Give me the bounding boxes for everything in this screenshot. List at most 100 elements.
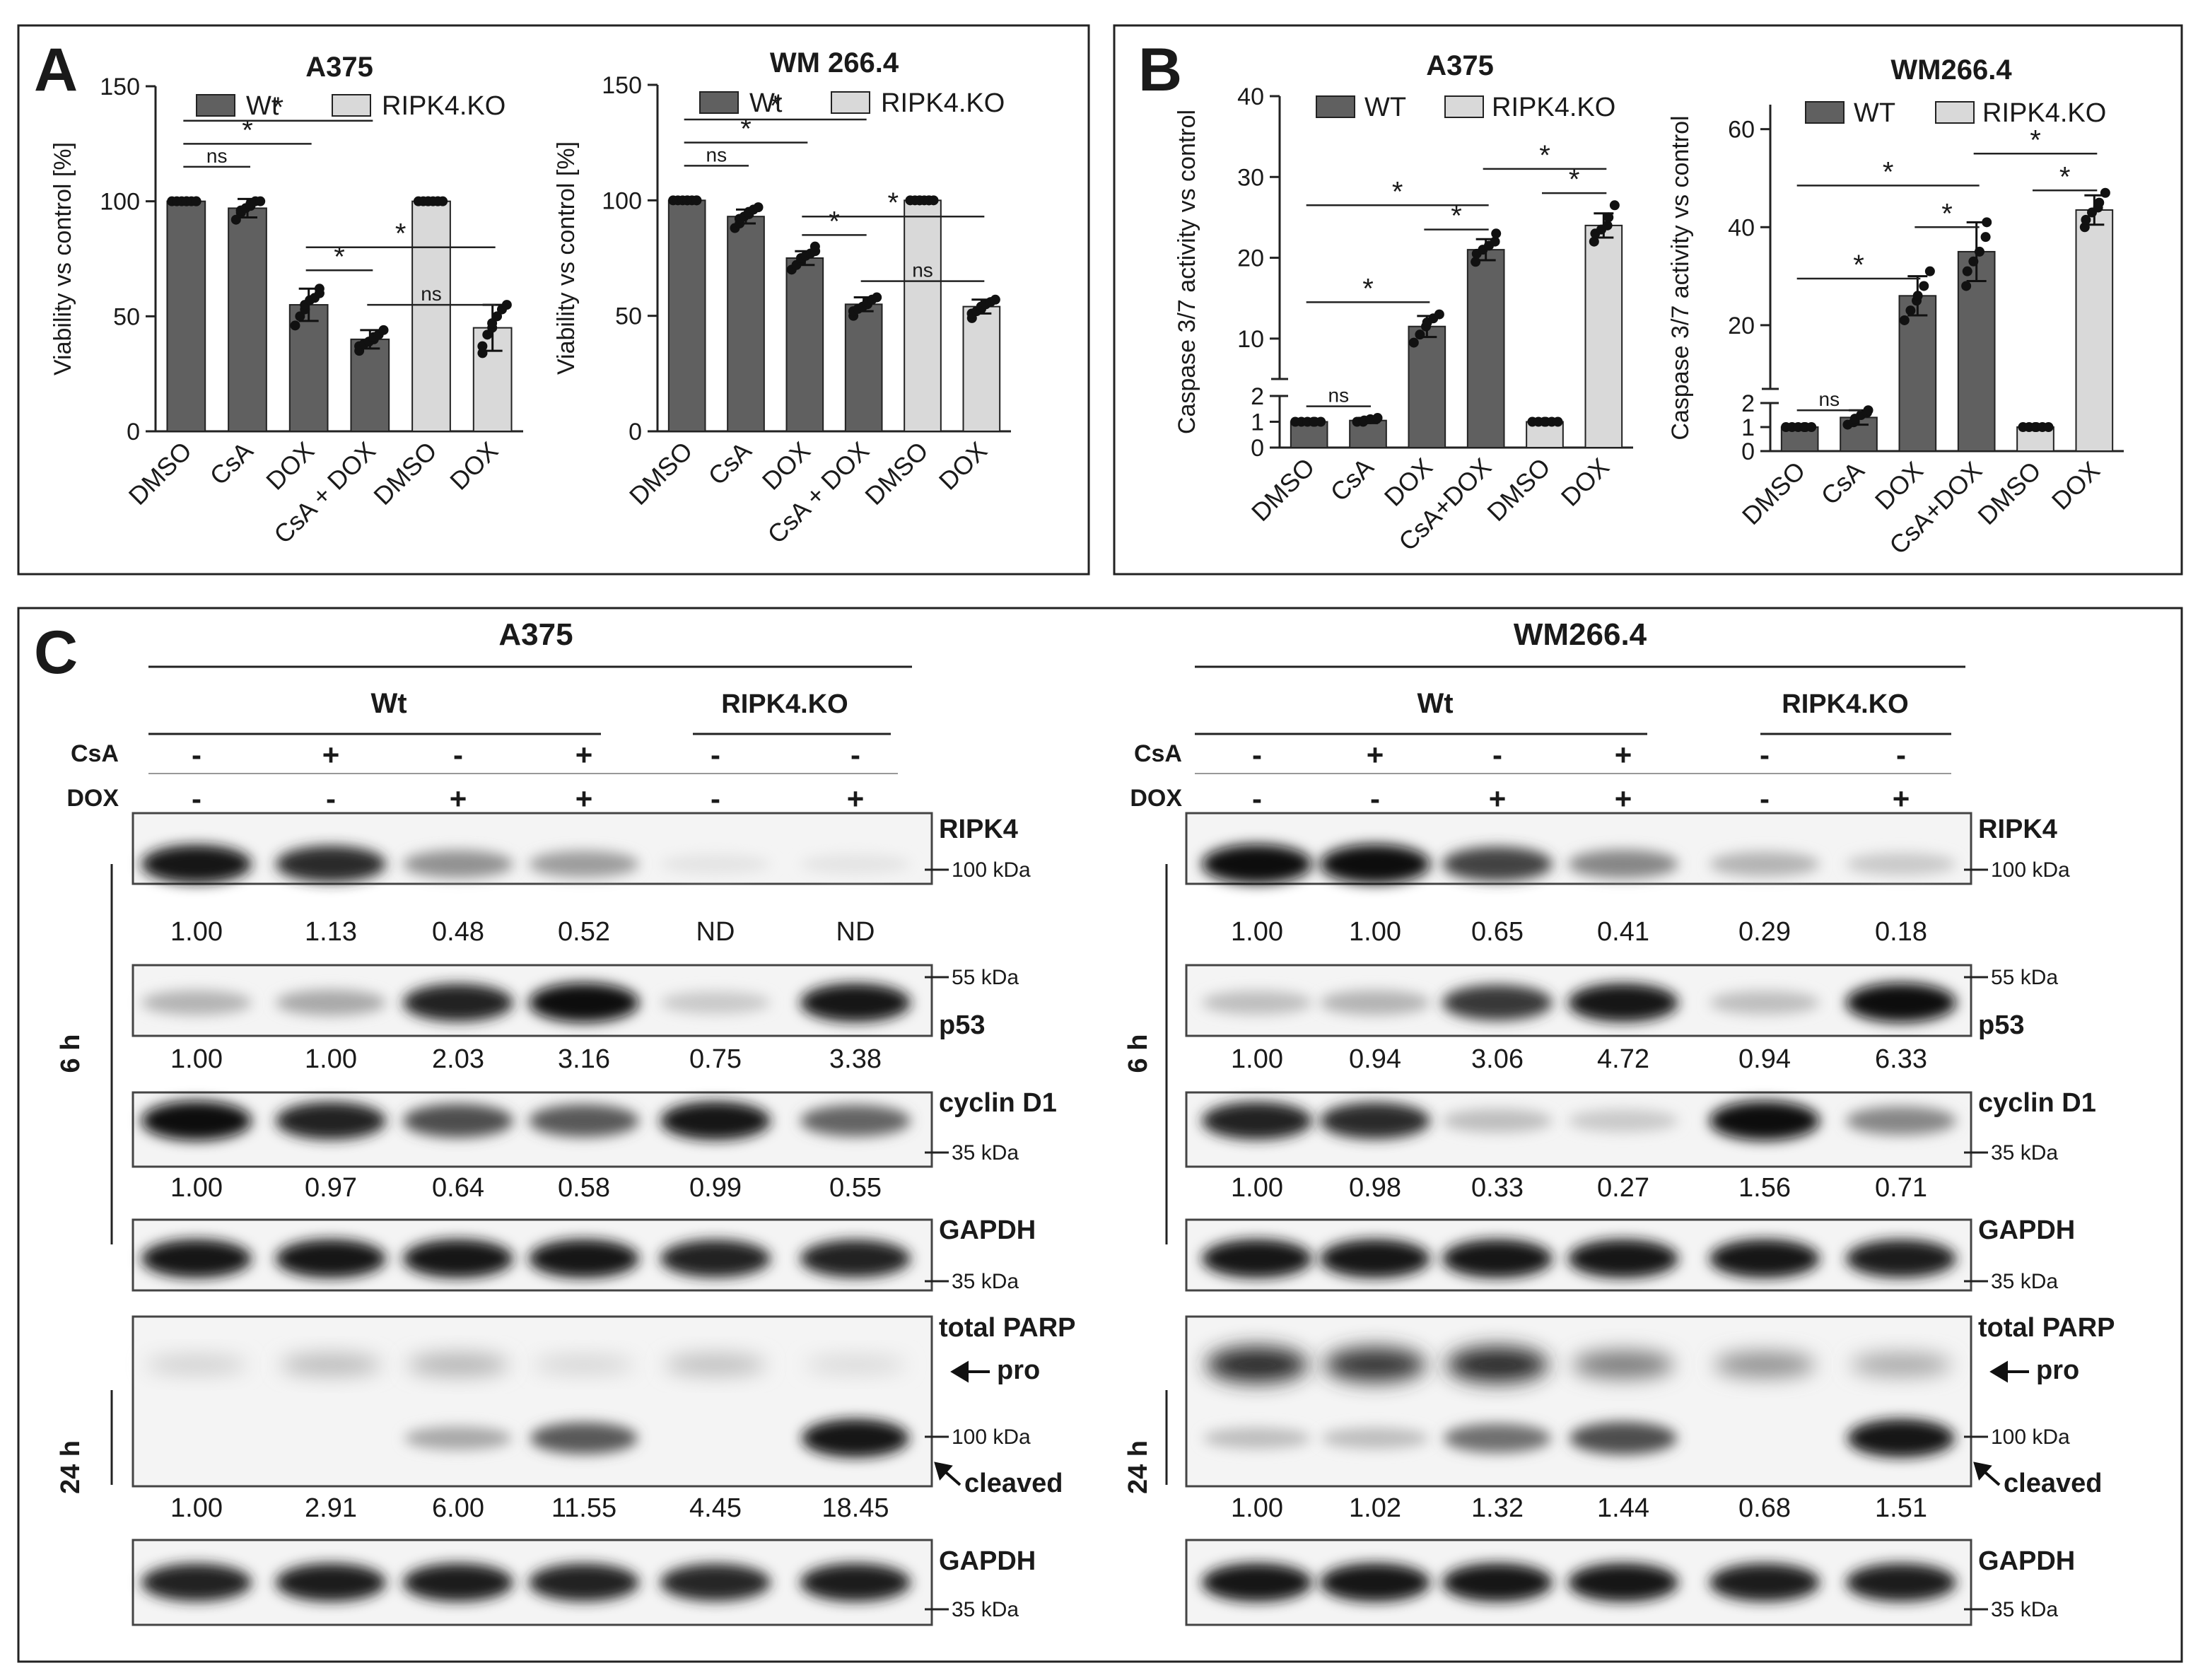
marker-label: 35 kDa <box>1991 1141 2058 1165</box>
csa-sign: - <box>453 738 463 771</box>
bar <box>1584 224 1623 448</box>
densitometry-value: 0.33 <box>1471 1173 1524 1203</box>
blot-band <box>1568 983 1678 1022</box>
bar <box>228 207 267 432</box>
data-point <box>1905 305 1916 316</box>
data-point <box>1434 309 1444 320</box>
data-point <box>1919 281 1929 291</box>
marker-label: 35 kDa <box>952 1141 1019 1165</box>
legend-ko-label: RIPK4.KO <box>382 91 505 121</box>
cleaved-arrow <box>934 1462 961 1486</box>
data-point <box>1490 236 1500 247</box>
significance-label: * <box>242 115 253 146</box>
x-tick-label: DMSO <box>123 436 197 511</box>
dox-sign: - <box>192 782 201 815</box>
blot-band <box>800 853 911 875</box>
densitometry-value: 0.41 <box>1597 917 1649 947</box>
data-point <box>1899 315 1910 325</box>
densitometry-value: 3.16 <box>558 1044 610 1074</box>
panel-a-frame <box>17 24 1090 576</box>
data-point <box>1408 337 1419 348</box>
x-tick-label: DOX <box>444 436 503 496</box>
blot-band <box>276 1563 386 1602</box>
blot-cell-line-title: A375 <box>498 617 573 652</box>
blot-band-cleaved <box>802 1418 909 1458</box>
significance-label: * <box>1392 176 1403 207</box>
blot-band <box>1442 984 1553 1021</box>
blot-band-pro <box>665 1353 766 1376</box>
blot-membrane <box>131 1091 933 1168</box>
legend-wt-swatch <box>699 91 739 114</box>
wt-group-label: Wt <box>370 688 407 719</box>
densitometry-value: 0.97 <box>305 1173 357 1203</box>
densitometry-value: 1.32 <box>1471 1493 1524 1523</box>
legend-a-a375: Wt RIPK4.KO <box>196 91 505 121</box>
densitometry-value: 0.27 <box>1597 1173 1649 1203</box>
blot-band-pro <box>1206 1346 1308 1383</box>
densitometry-value: 3.38 <box>829 1044 882 1074</box>
data-point <box>1924 266 1935 276</box>
blot-band <box>276 1102 386 1140</box>
cleaved-arrow <box>1973 1462 2001 1486</box>
csa-row-label: CsA <box>71 740 119 767</box>
blot-membrane <box>1185 1315 1972 1488</box>
panel-label-c: C <box>34 619 78 687</box>
dox-row-label: DOX <box>1130 785 1182 812</box>
pro-arrow <box>950 1360 990 1383</box>
blot-band-pro <box>1850 1353 1952 1377</box>
time-label-6h: 6 h <box>1123 1034 1153 1073</box>
densitometry-value: 0.55 <box>829 1173 882 1203</box>
blot-band-cleaved <box>530 1422 638 1454</box>
data-point <box>1961 281 1972 291</box>
blot-band <box>1442 1109 1553 1133</box>
bar <box>2075 209 2114 452</box>
chart-title: A375 <box>305 52 373 83</box>
legend-wt-swatch <box>196 94 235 117</box>
blot-band <box>1846 1106 1956 1136</box>
blot-band <box>800 1563 911 1602</box>
significance-label: * <box>770 91 781 122</box>
marker-label: 35 kDa <box>1991 1598 2058 1621</box>
data-point <box>928 195 939 206</box>
densitometry-value: 0.68 <box>1738 1493 1791 1523</box>
significance-label: ns <box>1328 385 1350 407</box>
bar <box>166 200 206 432</box>
blot-band <box>800 983 911 1022</box>
x-tick-label: DMSO <box>624 436 698 511</box>
protein-label: cyclin D1 <box>1978 1088 2096 1118</box>
blot-band <box>1568 1239 1678 1278</box>
blot-band <box>141 1101 252 1141</box>
y-tick-label: 2 <box>1251 383 1264 410</box>
data-point <box>295 311 305 322</box>
protein-label: p53 <box>1978 1010 2024 1040</box>
bar <box>411 200 451 432</box>
legend-ko-swatch <box>831 91 870 114</box>
data-point <box>753 202 764 213</box>
blot-row-p53: 55 kDa p53 1.00 1.00 2.03 3.16 0.75 3.38 <box>131 964 1019 1074</box>
densitometry-value: 0.99 <box>689 1173 742 1203</box>
y-tick-label: 1 <box>1741 414 1755 441</box>
blot-membrane <box>1185 1091 1972 1168</box>
blot-band <box>1320 1239 1430 1278</box>
blot-band <box>276 989 386 1016</box>
blot-band <box>1320 844 1430 884</box>
densitometry-value: 4.72 <box>1597 1044 1649 1074</box>
y-tick-label: 0 <box>629 419 642 445</box>
legend-ko-label: RIPK4.KO <box>1492 93 1615 122</box>
bar <box>904 199 942 432</box>
csa-sign: - <box>1492 738 1502 771</box>
y-axis-label: Viability vs control [%] <box>553 141 580 375</box>
densitometry-value: 1.13 <box>305 917 357 947</box>
blot-row-gapdh: 35 kDa GAPDH <box>131 1539 1036 1626</box>
csa-sign: - <box>192 738 201 771</box>
data-point <box>191 196 201 206</box>
legend-wt-swatch <box>1316 95 1355 118</box>
data-point <box>477 341 488 351</box>
data-point <box>990 294 1000 305</box>
csa-sign: - <box>711 738 720 771</box>
csa-sign: + <box>1615 738 1632 771</box>
chart-a-wm: WM 266.4 Viability vs control [%] 0 50 100 15… <box>553 47 1011 549</box>
densitometry-value: 0.75 <box>689 1044 742 1074</box>
marker-label: 35 kDa <box>952 1270 1019 1293</box>
cleaved-label: cleaved <box>2004 1469 2102 1498</box>
